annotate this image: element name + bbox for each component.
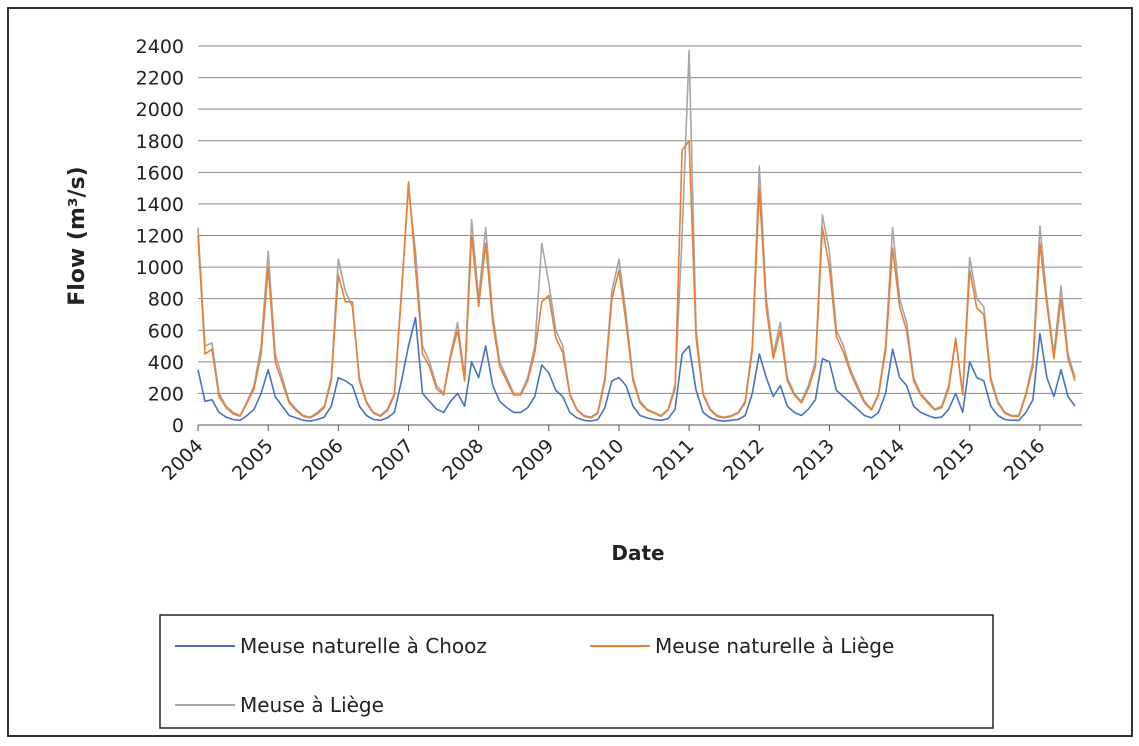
y-tick-label: 400 [148, 352, 184, 374]
y-tick-label: 1800 [136, 131, 184, 153]
x-axis-label: Date [611, 541, 664, 565]
y-tick-label: 1200 [136, 226, 184, 248]
series-line [197, 140, 1076, 419]
y-tick-label: 800 [148, 289, 184, 311]
y-tick-label: 1000 [136, 257, 184, 279]
y-axis-label: Flow (m³/s) [65, 166, 90, 305]
y-tick-label: 600 [148, 320, 184, 342]
y-tick-label: 1600 [136, 162, 184, 184]
y-tick-label: 200 [148, 383, 184, 405]
legend-label: Meuse naturelle à Chooz [240, 634, 487, 658]
y-tick-label: 2000 [136, 99, 184, 121]
legend-box [159, 614, 994, 729]
series-line [197, 316, 1076, 422]
legend-label: Meuse à Liège [240, 693, 384, 717]
y-tick-label: 0 [172, 415, 184, 437]
y-tick-label: 2400 [136, 36, 184, 58]
y-tick-label: 1400 [136, 194, 184, 216]
legend-label: Meuse naturelle à Liège [655, 634, 894, 658]
y-tick-label: 2200 [136, 68, 184, 90]
